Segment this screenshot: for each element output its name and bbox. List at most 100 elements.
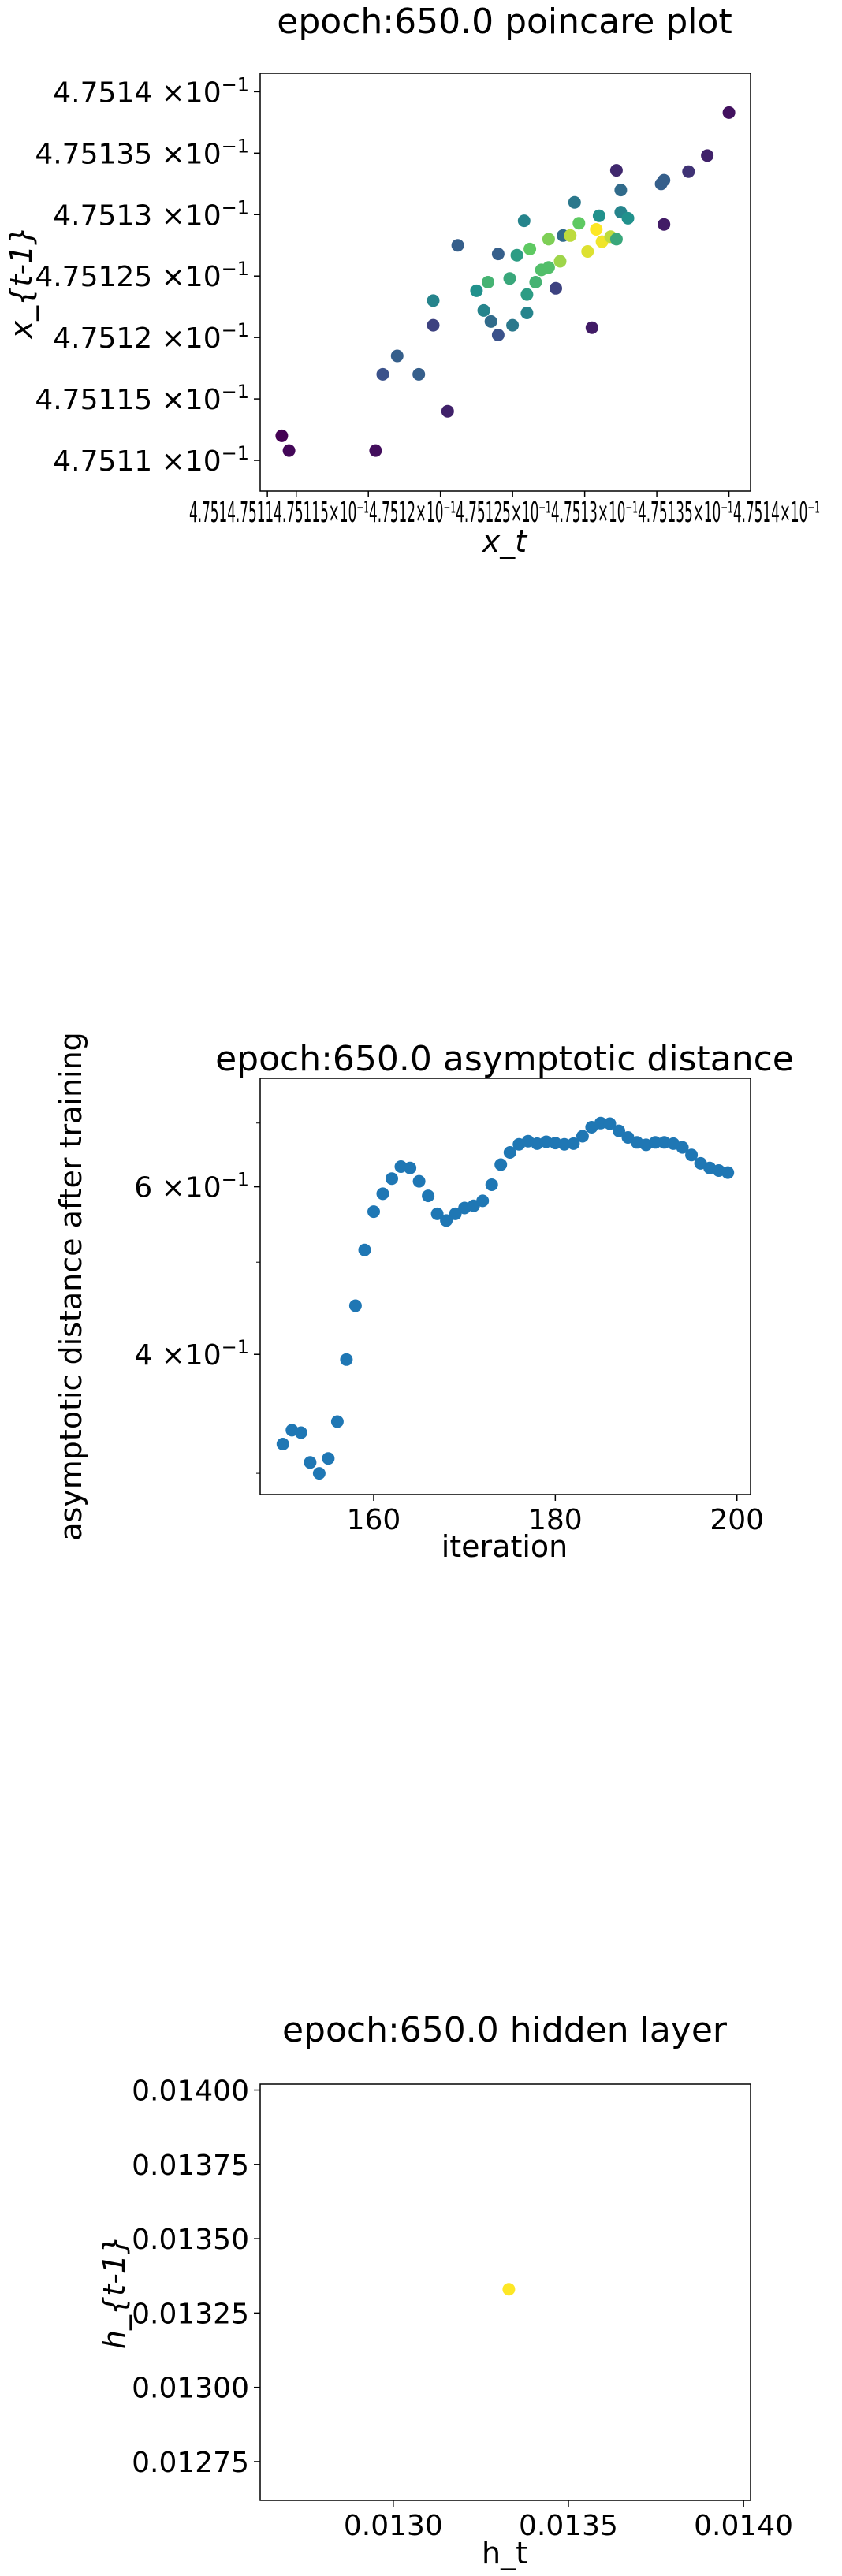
poincare-point <box>451 239 464 252</box>
poincare-axes-frame <box>259 73 751 492</box>
poincare-point <box>529 276 542 288</box>
asymptotic-point <box>603 1117 617 1130</box>
poincare-point <box>491 248 505 261</box>
poincare-y-tick-label: 4.75115 ×10−1 <box>35 381 249 416</box>
poincare-point <box>282 444 296 457</box>
poincare-point <box>484 315 497 328</box>
poincare-point <box>520 307 534 319</box>
hidden-layer-chart: epoch:650.0 hidden layer 0.0130 0.0135 0.0… <box>97 2010 793 2570</box>
asymptotic-point <box>649 1136 662 1149</box>
asymptotic-point <box>386 1172 398 1186</box>
asymptotic-axes-frame <box>259 1078 751 1495</box>
asymptotic-point <box>449 1207 462 1220</box>
hidden-axes-frame <box>259 2083 751 2501</box>
poincare-point <box>682 165 695 178</box>
poincare-x-tick-labels-overlap: 4.7514.75114.75115×10⁻¹4.7512×10⁻¹4.7512… <box>189 497 820 529</box>
asymptotic-point <box>367 1205 380 1219</box>
poincare-point <box>564 229 577 242</box>
hidden-x-ticks: 0.0130 0.0135 0.0140 <box>344 2500 793 2542</box>
poincare-point <box>482 276 494 288</box>
asymptotic-point <box>358 1243 371 1256</box>
asymptotic-point <box>594 1116 607 1130</box>
poincare-point <box>506 318 520 332</box>
asymptotic-point <box>557 1137 571 1151</box>
asymptotic-title: epoch:650.0 asymptotic distance <box>215 1039 794 1079</box>
hidden-x-label: h_t <box>482 2536 527 2570</box>
poincare-point <box>572 217 586 230</box>
asymptotic-point <box>613 1124 625 1137</box>
poincare-point <box>658 218 671 231</box>
poincare-point <box>590 223 603 236</box>
asymptotic-point <box>430 1207 444 1220</box>
poincare-point <box>412 367 426 381</box>
poincare-point <box>390 349 404 363</box>
asymptotic-point <box>476 1194 490 1208</box>
asymptotic-point <box>412 1174 426 1188</box>
asymptotic-y-tick-label: 6 ×10−1 <box>134 1169 249 1204</box>
poincare-point <box>701 149 714 162</box>
poincare-point <box>427 294 440 307</box>
poincare-y-tick-label: 4.7514 ×10−1 <box>53 73 249 109</box>
asymptotic-point <box>485 1178 498 1191</box>
poincare-point <box>470 284 483 297</box>
poincare-point <box>523 242 537 255</box>
poincare-point <box>427 318 440 332</box>
poincare-point <box>609 233 623 246</box>
hidden-y-ticks: 0.01275 0.01300 0.01325 0.01350 0.01375 0.014… <box>132 2075 260 2479</box>
asymptotic-point <box>330 1415 344 1428</box>
poincare-point <box>592 209 605 222</box>
asymptotic-x-tick-label: 180 <box>528 1504 583 1536</box>
asymptotic-y-label: asymptotic distance after training <box>54 1032 88 1541</box>
hidden-points <box>502 2283 516 2296</box>
hidden-y-tick-label: 0.01325 <box>132 2298 249 2330</box>
hidden-y-tick-label: 0.01375 <box>132 2150 249 2182</box>
poincare-point <box>658 173 671 187</box>
poincare-point <box>550 281 562 295</box>
asymptotic-point <box>304 1456 317 1469</box>
poincare-point <box>722 106 736 119</box>
hidden-title: epoch:650.0 hidden layer <box>282 2010 728 2050</box>
asymptotic-point <box>676 1141 689 1154</box>
poincare-point <box>441 404 454 418</box>
poincare-point <box>376 367 389 381</box>
asymptotic-points <box>276 1116 735 1480</box>
asymptotic-point <box>322 1452 335 1465</box>
asymptotic-point <box>376 1187 389 1201</box>
poincare-y-label: x_{t-1} <box>4 226 39 340</box>
hidden-x-tick-label: 0.0140 <box>694 2510 793 2542</box>
asymptotic-x-ticks: 160 180 200 <box>347 1495 764 1536</box>
poincare-point <box>581 245 594 258</box>
asymptotic-point <box>294 1426 307 1439</box>
asymptotic-point <box>404 1161 417 1174</box>
poincare-point <box>585 321 598 334</box>
poincare-point <box>503 272 516 285</box>
poincare-y-tick-label: 4.7513 ×10−1 <box>53 196 249 232</box>
poincare-point <box>510 248 523 262</box>
poincare-chart: epoch:650.0 poincare plot 4.7511 ×10−1 4.… <box>4 2 820 559</box>
asymptotic-point <box>348 1299 362 1312</box>
hidden-y-tick-label: 0.01400 <box>132 2075 249 2108</box>
poincare-point <box>542 233 555 246</box>
asymptotic-point <box>576 1130 589 1143</box>
poincare-point <box>553 255 567 268</box>
poincare-point <box>614 184 628 197</box>
poincare-point <box>477 303 490 317</box>
poincare-point <box>369 444 382 457</box>
hidden-x-tick-label: 0.0135 <box>519 2510 618 2542</box>
poincare-y-tick-label: 4.75125 ×10−1 <box>35 258 249 293</box>
poincare-point <box>609 164 623 177</box>
poincare-point <box>275 429 289 442</box>
poincare-x-ticks <box>266 491 730 497</box>
poincare-title: epoch:650.0 poincare plot <box>277 2 732 42</box>
asymptotic-x-tick-label: 160 <box>347 1504 401 1536</box>
poincare-point <box>517 214 531 228</box>
asymptotic-point <box>721 1166 735 1179</box>
hidden-y-tick-label: 0.01275 <box>132 2447 249 2479</box>
asymptotic-y-tick-label: 4 ×10−1 <box>134 1336 249 1372</box>
asymptotic-point <box>503 1146 516 1159</box>
asymptotic-point <box>340 1353 353 1366</box>
poincare-y-tick-label: 4.7511 ×10−1 <box>53 442 249 478</box>
asymptotic-point <box>440 1214 453 1227</box>
hidden-x-tick-label: 0.0130 <box>344 2510 443 2542</box>
asymptotic-distance-chart: epoch:650.0 asymptotic distance 160 180 20… <box>54 1032 794 1564</box>
